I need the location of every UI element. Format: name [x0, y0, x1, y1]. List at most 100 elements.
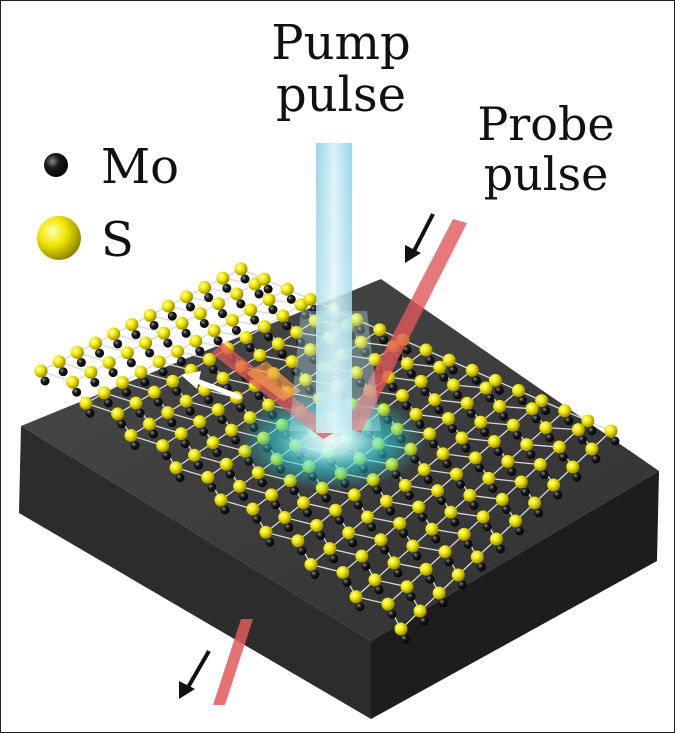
- mo-atom: [499, 411, 509, 421]
- mo-atom: [572, 472, 582, 482]
- mo-atom: [240, 274, 250, 284]
- s-atom: [285, 355, 299, 369]
- mo-atom: [254, 289, 264, 299]
- mo-atom: [437, 496, 447, 506]
- mo-atom: [131, 330, 141, 340]
- mo-atom: [163, 338, 173, 348]
- s-atom: [444, 505, 458, 519]
- mo-atom: [494, 385, 504, 395]
- mo-atom: [175, 473, 185, 483]
- mo-atom: [541, 406, 551, 416]
- mo-atom: [291, 367, 301, 377]
- mo-atom: [250, 315, 260, 325]
- s-atom: [431, 484, 445, 498]
- s-atom: [124, 429, 138, 442]
- s-atom: [528, 496, 542, 510]
- s-atom: [211, 403, 225, 417]
- s-atom: [479, 381, 493, 395]
- mo-atom: [356, 325, 366, 335]
- mo-atom: [204, 395, 214, 405]
- s-atom: [262, 293, 276, 307]
- mo-atom: [113, 339, 123, 349]
- s-atom: [265, 488, 279, 502]
- mo-atom: [406, 592, 416, 602]
- s-atom: [476, 510, 490, 524]
- s-atom: [170, 344, 184, 358]
- s-atom: [535, 394, 549, 408]
- mo-atom: [400, 634, 410, 644]
- s-atom: [129, 396, 143, 410]
- probe-beam-outgoing: [213, 619, 253, 705]
- s-atom: [552, 440, 566, 454]
- s-atom: [400, 357, 414, 371]
- s-atom: [447, 378, 460, 392]
- s-atom: [349, 366, 363, 380]
- s-atom: [374, 533, 388, 547]
- s-atom: [395, 389, 409, 403]
- mo-atom: [220, 505, 230, 515]
- mo-atom: [493, 447, 503, 457]
- s-atom: [143, 308, 157, 322]
- s-atom: [354, 335, 368, 349]
- s-atom: [304, 558, 318, 571]
- s-atom: [70, 345, 84, 359]
- s-atom: [460, 396, 474, 410]
- s-atom: [230, 287, 244, 301]
- s-atom: [239, 331, 253, 345]
- s-atom: [214, 493, 228, 507]
- mo-atom: [95, 348, 105, 358]
- mo-atom: [515, 526, 525, 536]
- pump-pulse-label: Pump pulse: [256, 19, 426, 123]
- s-atom: [193, 306, 207, 320]
- mo-atom: [90, 377, 100, 387]
- mo-atom: [379, 335, 389, 345]
- s-atom: [161, 406, 175, 420]
- probe-pulse-label: Probe pulse: [456, 101, 636, 201]
- s-atom: [52, 355, 66, 369]
- mo-atom: [167, 418, 177, 428]
- s-atom: [290, 325, 304, 339]
- s-atom: [368, 573, 382, 587]
- s-atom: [488, 373, 502, 387]
- mo-atom: [342, 577, 352, 587]
- s-atom: [414, 374, 428, 388]
- s-atom: [438, 545, 452, 559]
- mo-atom: [263, 332, 273, 342]
- mo-atom: [374, 585, 384, 595]
- mo-atom: [282, 321, 292, 331]
- s-atom: [441, 412, 455, 426]
- s-atom: [474, 415, 488, 429]
- mo-atom: [406, 369, 416, 379]
- mo-atom: [399, 528, 409, 538]
- mo-atom: [225, 469, 235, 479]
- mo-atom: [450, 517, 460, 527]
- s-atom: [161, 299, 175, 313]
- mo-atom: [425, 355, 435, 365]
- mo-atom: [545, 433, 555, 443]
- s-atom: [520, 438, 534, 452]
- mo-atom: [591, 454, 601, 464]
- mo-atom: [212, 448, 222, 458]
- s-atom: [120, 346, 134, 360]
- s-atom: [381, 597, 395, 611]
- mo-atom: [501, 504, 511, 514]
- s-atom: [419, 343, 433, 357]
- mo-atom: [58, 367, 68, 377]
- s-atom: [361, 510, 375, 524]
- mo-atom: [353, 500, 363, 510]
- s-atom: [342, 526, 356, 540]
- s-atom: [278, 511, 292, 525]
- mo-atom: [286, 294, 296, 304]
- mo-atom: [85, 408, 95, 418]
- s-atom: [125, 318, 139, 332]
- s-atom: [198, 281, 212, 295]
- mo-atom: [239, 491, 249, 501]
- mo-atom: [122, 388, 132, 398]
- mo-atom: [140, 377, 150, 387]
- mo-atom: [231, 325, 241, 335]
- s-atom: [482, 471, 496, 485]
- mo-atom: [72, 387, 82, 397]
- mo-atom: [257, 478, 267, 488]
- mo-atom: [321, 493, 331, 503]
- mo-atom: [461, 443, 471, 453]
